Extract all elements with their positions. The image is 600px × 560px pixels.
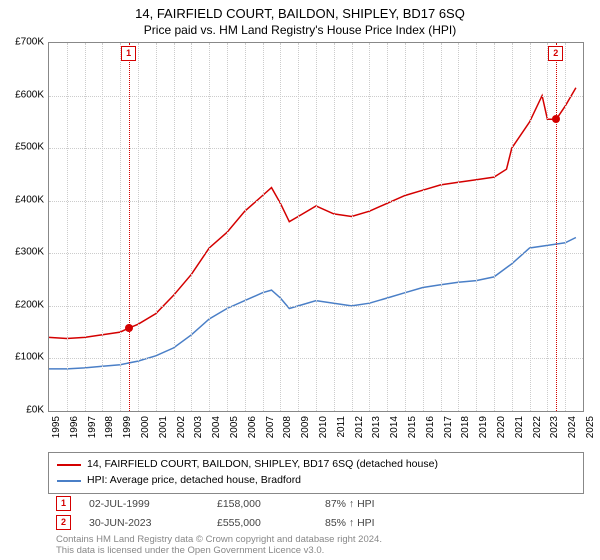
x-axis-label: 2018 xyxy=(460,416,471,438)
vgrid xyxy=(352,43,353,411)
vgrid xyxy=(120,43,121,411)
x-axis-label: 2016 xyxy=(425,416,436,438)
legend-label-hpi: HPI: Average price, detached house, Brad… xyxy=(87,473,301,489)
x-axis-label: 2011 xyxy=(336,416,347,438)
x-axis-label: 2015 xyxy=(407,416,418,438)
legend-label-price: 14, FAIRFIELD COURT, BAILDON, SHIPLEY, B… xyxy=(87,457,438,473)
vgrid xyxy=(387,43,388,411)
event-point-1 xyxy=(125,324,133,332)
vgrid xyxy=(423,43,424,411)
footnote-line-2: This data is licensed under the Open Gov… xyxy=(56,545,382,556)
legend-row-price: 14, FAIRFIELD COURT, BAILDON, SHIPLEY, B… xyxy=(57,457,575,473)
vgrid xyxy=(512,43,513,411)
vgrid xyxy=(191,43,192,411)
legend-row-hpi: HPI: Average price, detached house, Brad… xyxy=(57,473,575,489)
x-axis-label: 2008 xyxy=(282,416,293,438)
event-marker-1: 1 xyxy=(121,46,136,61)
vgrid xyxy=(334,43,335,411)
vgrid xyxy=(565,43,566,411)
x-axis-label: 1997 xyxy=(87,416,98,438)
series-line-hpi xyxy=(49,238,576,369)
y-axis-label: £400K xyxy=(4,194,44,205)
x-axis-label: 2022 xyxy=(532,416,543,438)
x-axis-label: 2013 xyxy=(371,416,382,438)
vgrid xyxy=(227,43,228,411)
vgrid xyxy=(405,43,406,411)
event-row-marker: 2 xyxy=(56,515,71,530)
x-axis-label: 2024 xyxy=(567,416,578,438)
event-date: 30-JUN-2023 xyxy=(89,517,199,529)
vgrid xyxy=(494,43,495,411)
event-price: £158,000 xyxy=(217,498,307,510)
footnote: Contains HM Land Registry data © Crown c… xyxy=(56,534,382,557)
event-rel: 85% ↑ HPI xyxy=(325,517,435,529)
y-axis-label: £200K xyxy=(4,299,44,310)
legend: 14, FAIRFIELD COURT, BAILDON, SHIPLEY, B… xyxy=(48,452,584,494)
vgrid xyxy=(85,43,86,411)
x-axis-label: 2009 xyxy=(300,416,311,438)
events-table: 1 02-JUL-1999 £158,000 87% ↑ HPI 2 30-JUN-202… xyxy=(48,494,584,532)
vgrid xyxy=(263,43,264,411)
legend-swatch-price xyxy=(57,464,81,466)
footnote-line-1: Contains HM Land Registry data © Crown c… xyxy=(56,534,382,545)
vgrid xyxy=(102,43,103,411)
chart-title: 14, FAIRFIELD COURT, BAILDON, SHIPLEY, B… xyxy=(0,0,600,23)
event-row-1: 1 02-JUL-1999 £158,000 87% ↑ HPI xyxy=(48,494,584,513)
x-axis-label: 2020 xyxy=(496,416,507,438)
x-axis-label: 2017 xyxy=(443,416,454,438)
x-axis-label: 1995 xyxy=(51,416,62,438)
x-axis-label: 2005 xyxy=(229,416,240,438)
vgrid xyxy=(67,43,68,411)
x-axis-label: 1999 xyxy=(122,416,133,438)
event-point-2 xyxy=(552,115,560,123)
x-axis-label: 2014 xyxy=(389,416,400,438)
y-axis-label: £600K xyxy=(4,89,44,100)
x-axis-label: 1998 xyxy=(104,416,115,438)
plot-area xyxy=(48,42,584,412)
y-axis-label: £500K xyxy=(4,142,44,153)
vgrid xyxy=(369,43,370,411)
vgrid xyxy=(156,43,157,411)
vgrid xyxy=(530,43,531,411)
event-price: £555,000 xyxy=(217,517,307,529)
event-row-marker: 1 xyxy=(56,496,71,511)
x-axis-label: 2025 xyxy=(585,416,596,438)
x-axis-label: 2007 xyxy=(265,416,276,438)
y-axis-label: £300K xyxy=(4,247,44,258)
vgrid xyxy=(174,43,175,411)
vgrid xyxy=(245,43,246,411)
x-axis-label: 2000 xyxy=(140,416,151,438)
chart-subtitle: Price paid vs. HM Land Registry's House … xyxy=(0,23,600,41)
event-line-2 xyxy=(556,43,557,411)
x-axis-label: 2021 xyxy=(514,416,525,438)
vgrid xyxy=(280,43,281,411)
x-axis-label: 2010 xyxy=(318,416,329,438)
vgrid xyxy=(458,43,459,411)
vgrid xyxy=(547,43,548,411)
vgrid xyxy=(138,43,139,411)
event-row-2: 2 30-JUN-2023 £555,000 85% ↑ HPI xyxy=(48,513,584,532)
vgrid xyxy=(316,43,317,411)
event-marker-2: 2 xyxy=(548,46,563,61)
y-axis-label: £700K xyxy=(4,37,44,48)
x-axis-label: 1996 xyxy=(69,416,80,438)
vgrid xyxy=(441,43,442,411)
x-axis-label: 2006 xyxy=(247,416,258,438)
x-axis-label: 2004 xyxy=(211,416,222,438)
x-axis-label: 2023 xyxy=(549,416,560,438)
vgrid xyxy=(298,43,299,411)
x-axis-label: 2012 xyxy=(354,416,365,438)
x-axis-label: 2002 xyxy=(176,416,187,438)
event-date: 02-JUL-1999 xyxy=(89,498,199,510)
y-axis-label: £100K xyxy=(4,352,44,363)
event-rel: 87% ↑ HPI xyxy=(325,498,435,510)
event-line-1 xyxy=(129,43,130,411)
vgrid xyxy=(476,43,477,411)
vgrid xyxy=(209,43,210,411)
legend-swatch-hpi xyxy=(57,480,81,482)
x-axis-label: 2019 xyxy=(478,416,489,438)
y-axis-label: £0K xyxy=(4,405,44,416)
x-axis-label: 2001 xyxy=(158,416,169,438)
x-axis-label: 2003 xyxy=(193,416,204,438)
